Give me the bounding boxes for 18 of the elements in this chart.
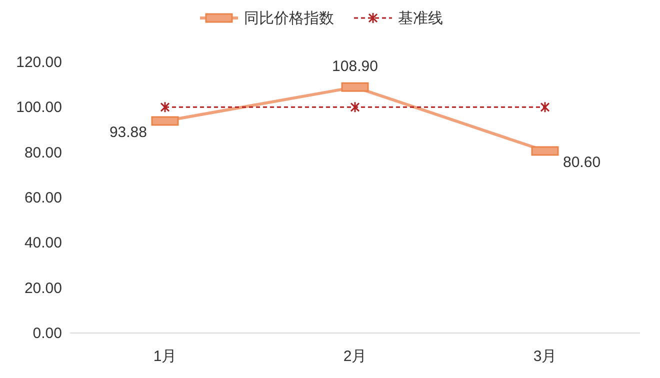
y-tick-label: 80.00 (24, 144, 62, 162)
x-tick-label: 2月 (343, 348, 367, 365)
y-tick-label: 0.00 (32, 325, 62, 342)
x-tick-label: 3月 (533, 348, 557, 365)
data-label: 93.88 (109, 124, 147, 141)
y-tick-label: 100.00 (16, 99, 62, 116)
legend-label: 基准线 (398, 10, 443, 27)
y-tick-label: 60.00 (24, 190, 62, 206)
data-label: 108.90 (332, 58, 378, 76)
data-label: 80.60 (563, 154, 601, 171)
point (160, 101, 170, 113)
point (350, 101, 360, 113)
x-tick-label: 1月 (153, 348, 177, 365)
legend-label: 同比价格指数 (244, 10, 334, 27)
y-tick-label: 20.00 (24, 280, 62, 297)
y-tick-label: 120.00 (16, 54, 62, 71)
y-tick-label: 40.00 (24, 234, 62, 252)
point (540, 101, 550, 113)
